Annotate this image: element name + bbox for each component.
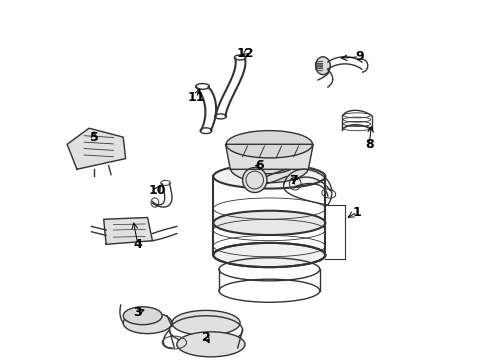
Ellipse shape <box>243 167 267 193</box>
Ellipse shape <box>177 332 245 357</box>
Ellipse shape <box>230 152 309 183</box>
Text: 10: 10 <box>148 184 166 197</box>
Polygon shape <box>67 128 125 169</box>
Ellipse shape <box>213 243 325 267</box>
Ellipse shape <box>123 307 162 325</box>
Text: 6: 6 <box>255 159 264 172</box>
Ellipse shape <box>239 143 300 174</box>
Text: 4: 4 <box>133 238 142 251</box>
Text: 11: 11 <box>188 91 205 104</box>
Polygon shape <box>104 217 152 244</box>
Text: 7: 7 <box>290 174 298 186</box>
Text: 5: 5 <box>90 131 98 144</box>
Text: 8: 8 <box>365 138 373 151</box>
Text: 1: 1 <box>353 206 362 219</box>
Ellipse shape <box>123 312 172 334</box>
Polygon shape <box>225 144 313 169</box>
Ellipse shape <box>213 211 325 235</box>
Text: 9: 9 <box>355 50 364 63</box>
Ellipse shape <box>172 310 240 336</box>
Ellipse shape <box>226 131 313 158</box>
Text: 3: 3 <box>133 306 142 319</box>
Text: 2: 2 <box>202 331 210 344</box>
Ellipse shape <box>316 57 330 75</box>
Text: 12: 12 <box>236 47 254 60</box>
Ellipse shape <box>213 164 325 189</box>
